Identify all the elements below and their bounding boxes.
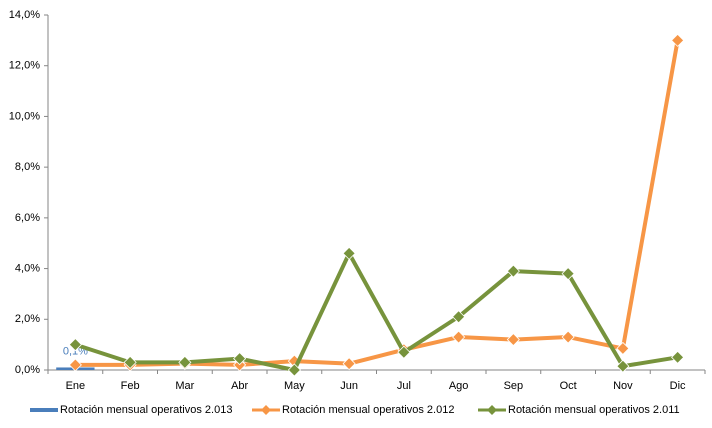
- legend-swatch: [30, 408, 58, 412]
- series-line: [75, 40, 680, 367]
- marker: [506, 333, 520, 347]
- marker: [287, 363, 301, 377]
- marker: [68, 358, 82, 372]
- marker: [452, 330, 466, 344]
- x-tick-label: Nov: [613, 380, 633, 392]
- x-tick-label: Jul: [397, 380, 411, 392]
- marker: [452, 310, 466, 324]
- legend-marker: [261, 405, 271, 415]
- y-tick-label: 6,0%: [15, 212, 40, 224]
- x-tick-label: Abr: [231, 380, 248, 392]
- marker: [671, 350, 685, 364]
- x-tick-label: Mar: [175, 380, 194, 392]
- y-tick-label: 4,0%: [15, 262, 40, 274]
- x-tick-label: May: [284, 380, 305, 392]
- series-line: [74, 251, 678, 372]
- legend-label: Rotación mensual operativos 2.011: [508, 404, 680, 416]
- x-tick-label: Ago: [449, 380, 469, 392]
- y-tick-label: 10,0%: [9, 110, 40, 122]
- x-tick-label: Sep: [504, 380, 524, 392]
- marker: [671, 33, 685, 47]
- legend-label: Rotación mensual operativos 2.012: [282, 404, 454, 416]
- marker: [397, 345, 411, 359]
- x-tick-label: Dic: [670, 380, 686, 392]
- marker: [342, 357, 356, 371]
- marker: [233, 352, 247, 366]
- marker: [506, 264, 520, 278]
- legend-marker: [487, 405, 497, 415]
- legend-label: Rotación mensual operativos 2.013: [60, 404, 232, 416]
- marker: [342, 246, 356, 260]
- y-tick-label: 12,0%: [9, 60, 40, 72]
- x-tick-label: Oct: [560, 380, 577, 392]
- marker: [123, 355, 137, 369]
- marker: [178, 355, 192, 369]
- y-tick-label: 14,0%: [9, 9, 40, 21]
- marker: [561, 267, 575, 281]
- marker: [68, 338, 82, 352]
- x-tick-label: Jun: [340, 380, 358, 392]
- y-tick-label: 8,0%: [15, 161, 40, 173]
- x-tick-label: Feb: [121, 380, 140, 392]
- marker: [616, 341, 630, 356]
- y-tick-label: 0,0%: [15, 364, 40, 376]
- y-tick-label: 2,0%: [15, 313, 40, 325]
- marker: [616, 359, 630, 373]
- marker: [561, 330, 575, 344]
- x-tick-label: Ene: [66, 380, 86, 392]
